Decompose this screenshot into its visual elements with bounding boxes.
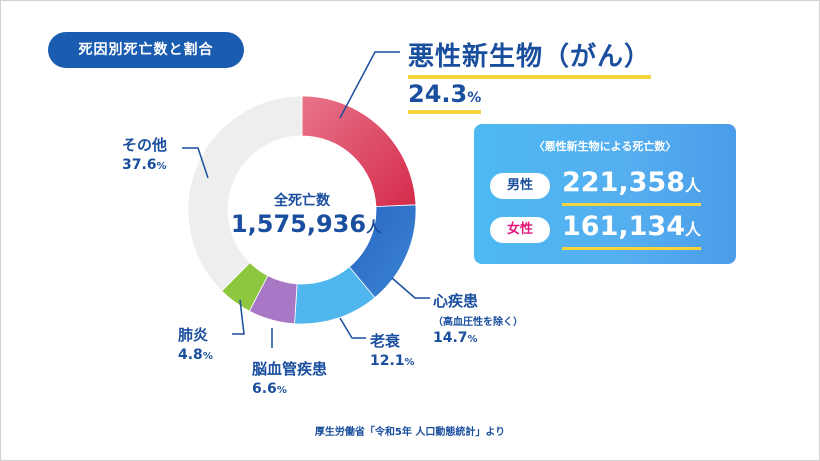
label-pneumonia-name: 肺炎 bbox=[178, 326, 209, 344]
male-tag: 男性 bbox=[490, 173, 550, 199]
highlight-percent-value: 24.3 bbox=[408, 80, 468, 108]
male-deaths-unit: 人 bbox=[684, 176, 701, 195]
highlight-category: 悪性新生物（がん） bbox=[408, 36, 652, 79]
highlight-percent: 24.3% bbox=[408, 80, 482, 114]
label-heart-pct-value: 14.7 bbox=[433, 330, 468, 346]
highlight-percent-unit: % bbox=[467, 90, 482, 106]
label-other-pct-unit: % bbox=[156, 161, 167, 172]
leader-other bbox=[182, 147, 209, 179]
label-cerebro-pct-unit: % bbox=[276, 385, 287, 396]
female-deaths: 161,134人 bbox=[562, 210, 701, 250]
female-deaths-value: 161,134 bbox=[562, 211, 685, 242]
center-total: 1,575,936人 bbox=[226, 210, 386, 238]
cancer-deaths-card: 〈悪性新生物による死亡数〉 男性 221,358人 女性 161,134人 bbox=[474, 124, 736, 264]
male-deaths-value: 221,358 bbox=[562, 167, 685, 198]
label-cerebro-pct: 6.6% bbox=[252, 381, 327, 397]
label-heart-pct-unit: % bbox=[467, 334, 478, 345]
label-pneumonia-pct-unit: % bbox=[202, 351, 213, 362]
label-heart-sub: （高血圧性を除く） bbox=[433, 317, 523, 328]
female-deaths-unit: 人 bbox=[684, 220, 701, 239]
female-tag: 女性 bbox=[490, 217, 550, 243]
label-cerebro: 脳血管疾患 6.6% bbox=[252, 358, 327, 397]
label-cerebro-name: 脳血管疾患 bbox=[252, 360, 328, 378]
leader-highlight bbox=[339, 51, 400, 119]
label-other-pct: 37.6% bbox=[122, 157, 167, 173]
leader-pneumonia bbox=[232, 299, 245, 335]
male-row: 男性 221,358人 bbox=[490, 166, 730, 206]
label-heart-name: 心疾患 bbox=[433, 292, 479, 310]
label-senility-pct: 12.1% bbox=[370, 353, 415, 369]
label-senility-pct-value: 12.1 bbox=[370, 353, 405, 369]
female-row: 女性 161,134人 bbox=[490, 210, 730, 250]
label-other-pct-value: 37.6 bbox=[122, 157, 157, 173]
label-senility-pct-unit: % bbox=[404, 357, 415, 368]
leader-heart bbox=[391, 277, 430, 299]
label-heart: 心疾患 （高血圧性を除く） 14.7% bbox=[433, 290, 523, 346]
center-total-number: 1,575,936 bbox=[230, 210, 367, 238]
label-senility: 老衰 12.1% bbox=[370, 330, 415, 369]
title-badge: 死因別死亡数と割合 bbox=[48, 32, 244, 68]
leader-senility bbox=[339, 317, 366, 339]
center-total-unit: 人 bbox=[366, 218, 382, 236]
donut-slice-5 bbox=[187, 95, 303, 292]
card-title: 〈悪性新生物による死亡数〉 bbox=[533, 140, 677, 153]
source-note: 厚生労働省「令和5年 人口動態統計」より bbox=[314, 427, 506, 438]
label-pneumonia-pct: 4.8% bbox=[178, 347, 213, 363]
label-heart-pct: 14.7% bbox=[433, 330, 523, 346]
label-pneumonia-pct-value: 4.8 bbox=[178, 347, 203, 363]
label-other-name: その他 bbox=[122, 136, 168, 154]
label-other: その他 37.6% bbox=[122, 134, 167, 173]
center-label: 全死亡数 bbox=[274, 193, 330, 209]
label-pneumonia: 肺炎 4.8% bbox=[178, 324, 213, 363]
label-senility-name: 老衰 bbox=[370, 332, 401, 350]
male-deaths: 221,358人 bbox=[562, 166, 701, 206]
label-cerebro-pct-value: 6.6 bbox=[252, 381, 277, 397]
